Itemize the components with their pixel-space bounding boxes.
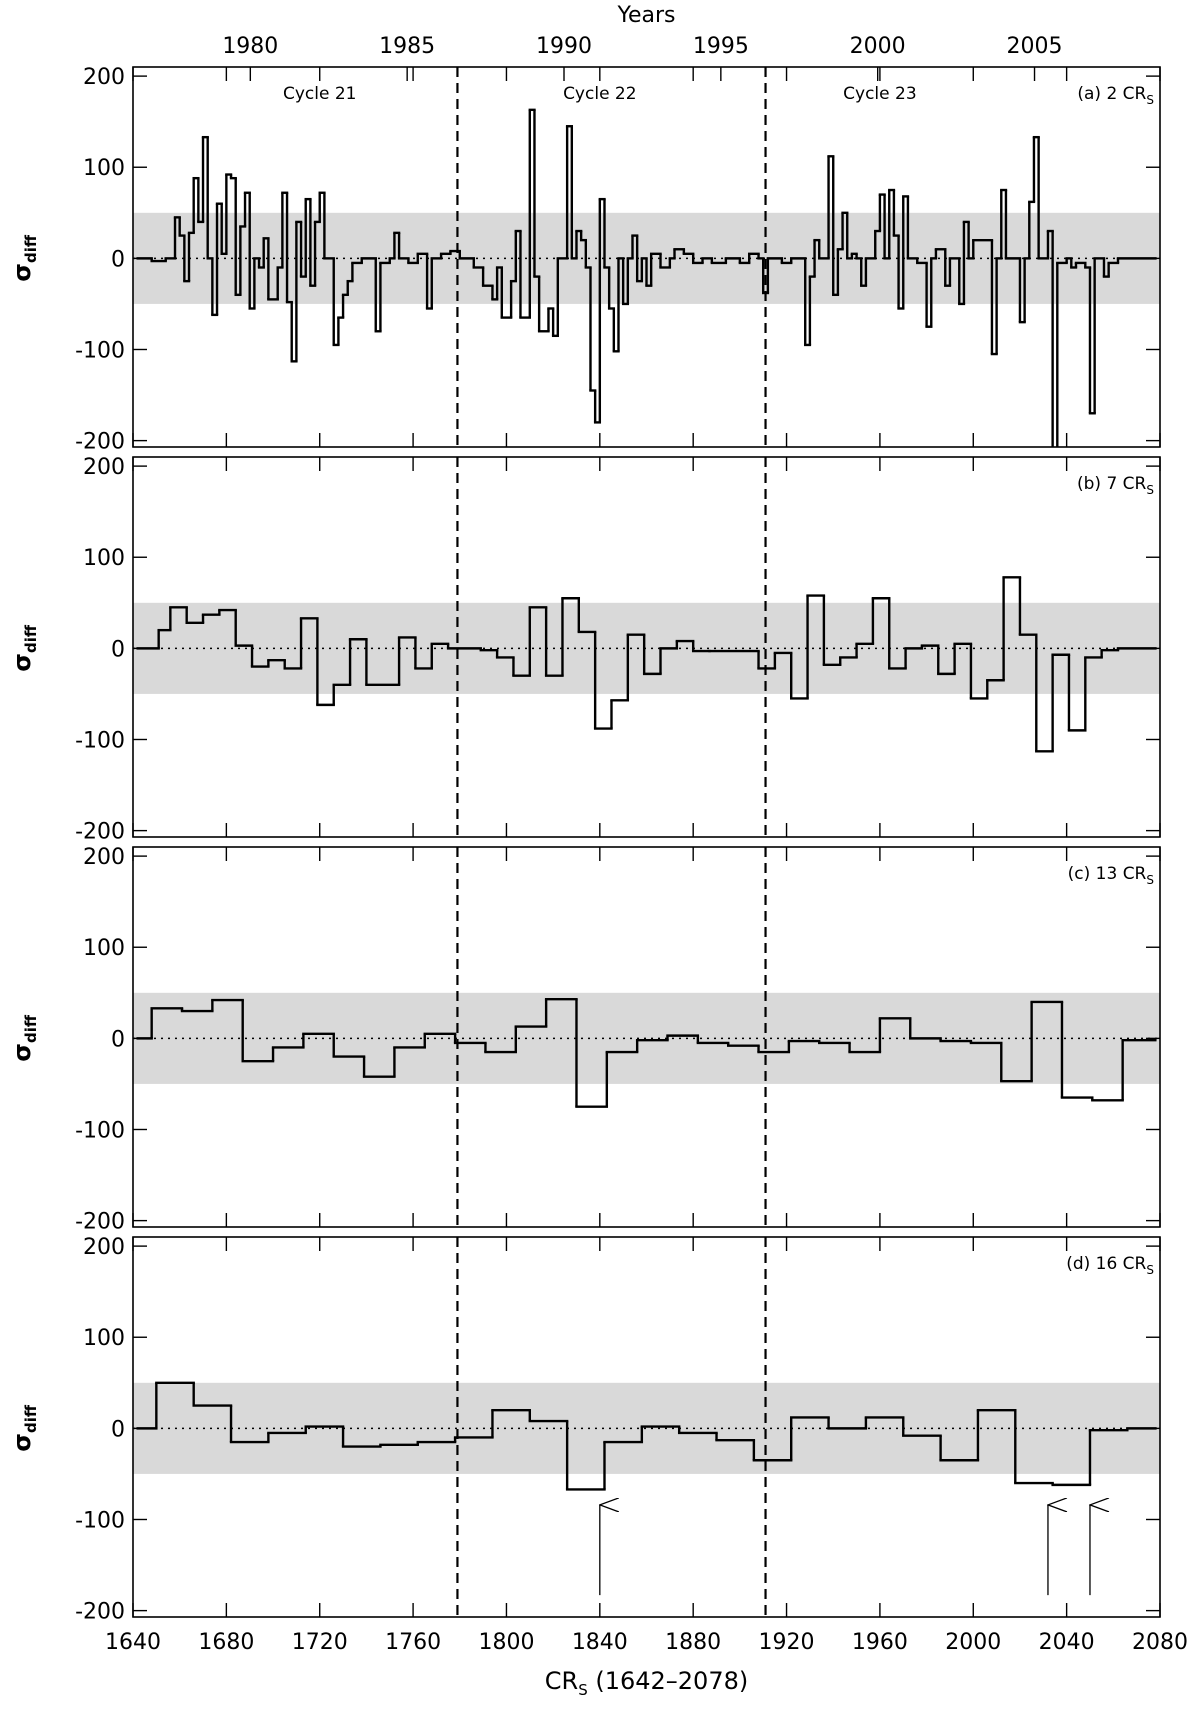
y-label-sub: diff [22,1014,40,1043]
plot-area [133,576,1160,753]
cycle-label: Cycle 22 [563,84,637,104]
x-axis-label: CRS (1642–2078) [545,1667,748,1699]
y-tick-label: -100 [75,728,125,753]
x-label-rest: (1642–2078) [588,1667,749,1695]
y-tick-label: -200 [75,820,125,845]
panel-label-main: (a) 2 CR [1077,84,1146,104]
x2-tick-label: 1995 [693,34,749,59]
x-tick-label: 1760 [385,1630,441,1655]
x-tick-label: 2080 [1132,1630,1188,1655]
y-tick-label: 200 [83,845,125,870]
panel-label: (b) 7 CRS [1077,474,1154,497]
panel: -200 -100 0 100 200 σdiff (a) 2 CRS Cycle 21 Cyc… [8,3,1161,455]
x-label-main: CR [545,1667,578,1695]
panel-label-sub: S [1146,483,1154,497]
plot-area [133,1381,1160,1491]
x2-tick-label: 2005 [1007,34,1063,59]
y-tick-label: 100 [83,1326,125,1351]
y-tick-label: -200 [75,1600,125,1625]
y-label-main: σ [8,1043,36,1062]
panel-label-sub: S [1146,1263,1154,1277]
y-tick-label: -100 [75,1118,125,1143]
y-tick-label: -100 [75,338,125,363]
x2-axis-label: Years [616,3,675,28]
y-tick-label: -200 [75,1210,125,1235]
x-tick-label: 1920 [759,1630,815,1655]
y-axis-label: σdiff [8,624,40,672]
x2-tick-label: 2000 [850,34,906,59]
x-tick-label: 1960 [852,1630,908,1655]
panel-label: (c) 13 CRS [1068,864,1154,887]
panel-label-sub: S [1146,93,1154,107]
panel: -200 -100 0 100 200 σdiff (b) 7 CRS [8,455,1161,845]
y-label-main: σ [8,1433,36,1452]
y-label-sub: diff [22,624,40,653]
panel-label-sub: S [1146,873,1154,887]
plot-area [133,992,1160,1108]
plot-area [133,108,1160,447]
y-label-sub: diff [22,234,40,263]
x-label-sub: S [578,1681,588,1699]
x2-tick-label: 1990 [536,34,592,59]
panel-label-main: (c) 13 CR [1068,864,1147,884]
y-tick-label: 100 [83,546,125,571]
y-axis-label: σdiff [8,1014,40,1062]
y-tick-label: 200 [83,65,125,90]
x-tick-label: 1800 [478,1630,534,1655]
frame [132,66,1161,448]
x-tick-label: 1680 [198,1630,254,1655]
x-tick-label: 1640 [105,1630,161,1655]
cycle-label: Cycle 21 [283,84,357,104]
frame [132,456,1161,838]
x2-tick-label: 1985 [379,34,435,59]
y-tick-label: 0 [111,1027,125,1052]
x-tick-label: 2000 [945,1630,1001,1655]
x-tick-label: 2040 [1039,1630,1095,1655]
x-tick-label: 1880 [665,1630,721,1655]
panel-label-main: (d) 16 CR [1066,1254,1146,1274]
y-tick-label: 0 [111,1417,125,1442]
y-axis-label: σdiff [8,234,40,282]
cycle-label: Cycle 23 [843,84,917,104]
y-label-main: σ [8,263,36,282]
panel: -200 -100 0 100 200 σdiff (c) 13 CRS [8,845,1161,1235]
y-label-main: σ [8,653,36,672]
y-tick-label: 0 [111,637,125,662]
y-tick-label: 100 [83,156,125,181]
x2-tick-label: 1980 [222,34,278,59]
frame [132,1236,1161,1618]
y-axis-label: σdiff [8,1404,40,1452]
y-tick-label: 200 [83,1235,125,1260]
panel-label-main: (b) 7 CR [1077,474,1147,494]
y-tick-label: 0 [111,247,125,272]
panel-label: (a) 2 CRS [1077,84,1154,107]
x-tick-label: 1720 [292,1630,348,1655]
panel-label: (d) 16 CRS [1066,1254,1154,1277]
y-tick-label: -200 [75,430,125,455]
y-label-sub: diff [22,1404,40,1433]
y-tick-label: 100 [83,936,125,961]
y-tick-label: -100 [75,1508,125,1533]
y-tick-label: 200 [83,455,125,480]
x-tick-label: 1840 [572,1630,628,1655]
frame [132,846,1161,1228]
